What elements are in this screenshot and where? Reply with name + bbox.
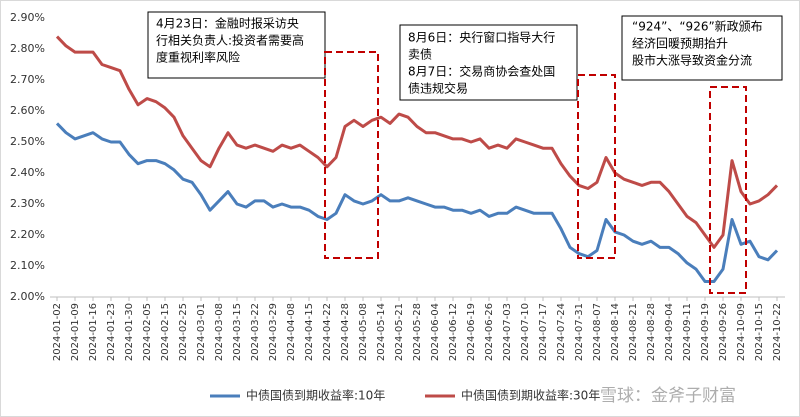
x-tick-label: 2024-01-09	[70, 303, 81, 361]
highlight-box	[709, 86, 747, 294]
x-tick-label: 2024-03-22	[250, 303, 261, 361]
x-tick-label: 2024-09-19	[700, 303, 711, 361]
x-tick-label: 2024-08-14	[610, 303, 621, 361]
y-tick-label: 2.90%	[10, 11, 45, 24]
x-tick-label: 2024-01-23	[106, 303, 117, 361]
x-tick-label: 2024-01-16	[88, 303, 99, 361]
x-tick-label: 2024-10-15	[754, 303, 765, 361]
x-tick-label: 2024-08-28	[646, 303, 657, 361]
x-tick-label: 2024-09-26	[718, 303, 729, 361]
y-tick-label: 2.60%	[10, 104, 45, 117]
x-tick-label: 2024-05-08	[358, 303, 369, 361]
x-tick-label: 2024-06-04	[430, 303, 441, 361]
x-tick-label: 2024-04-08	[286, 303, 297, 361]
x-tick-label: 2024-10-09	[736, 303, 747, 361]
x-tick-label: 2024-08-21	[628, 303, 639, 361]
highlight-box	[324, 51, 379, 259]
x-tick-label: 2024-03-15	[232, 303, 243, 361]
x-tick-label: 2024-05-21	[394, 303, 405, 361]
watermark: 雪球：金斧子财富	[600, 386, 736, 406]
x-tick-label: 2024-05-14	[376, 303, 387, 361]
annotation-text: 经济回暖预期抬升	[632, 36, 728, 51]
y-tick-label: 2.70%	[10, 73, 45, 86]
x-tick-label: 2024-06-26	[484, 303, 495, 361]
y-tick-label: 2.40%	[10, 166, 45, 179]
x-tick-label: 2024-04-22	[322, 303, 333, 361]
annotation-text: 度重视利率风险	[156, 50, 240, 65]
x-tick-label: 2024-07-10	[520, 303, 531, 361]
y-tick-label: 2.30%	[10, 197, 45, 210]
annotation-box	[621, 15, 783, 81]
y-tick-label: 2.00%	[10, 290, 45, 303]
annotation-text: 债违规交易	[408, 81, 468, 96]
y-tick-label: 2.10%	[10, 259, 45, 272]
series-line	[55, 122, 779, 283]
x-tick-label: 2024-02-15	[160, 303, 171, 361]
annotation-text: 卖债	[408, 48, 432, 62]
x-tick-label: 2024-02-05	[142, 303, 153, 361]
annotation-text: 行相关负责人:投资者需要高	[156, 33, 304, 48]
x-tick-label: 2024-07-03	[502, 303, 513, 361]
plot	[55, 35, 779, 283]
y-tick-label: 2.50%	[10, 135, 45, 148]
annotation-text: 4月23日：金融时报采访央	[156, 16, 299, 31]
x-tick-label: 2024-01-30	[124, 303, 135, 361]
series-line	[55, 35, 779, 249]
annotation-text: 股市大涨导致资金分流	[632, 53, 752, 68]
legend-label: 中债国债到期收益率:10年	[246, 388, 385, 403]
x-tick-label: 2024-09-11	[682, 303, 693, 361]
x-tick-label: 2024-04-15	[304, 303, 315, 361]
x-tick-label: 2024-07-17	[538, 303, 549, 361]
x-tick-label: 2024-05-28	[412, 303, 423, 361]
legend-label: 中债国债到期收益率:30年	[461, 388, 600, 403]
x-tick-label: 2024-06-19	[466, 303, 477, 361]
annotation-box	[147, 11, 326, 79]
annotation-text: 8月6日：央行窗口指导大行	[408, 30, 555, 45]
x-tick-label: 2024-03-08	[214, 303, 225, 361]
x-tick-label: 2024-09-04	[664, 303, 675, 361]
x-tick-label: 2024-04-28	[340, 303, 351, 361]
annotation-box	[399, 24, 578, 101]
x-tick-label: 2024-07-31	[574, 303, 585, 361]
annotation-text: 8月7日：交易商协会查处国	[408, 64, 555, 79]
y-tick-label: 2.20%	[10, 228, 45, 241]
x-tick-label: 2024-08-07	[592, 303, 603, 361]
x-tick-label: 2024-10-22	[772, 303, 783, 361]
x-tick-label: 2024-07-24	[556, 303, 567, 361]
x-tick-label: 2024-03-29	[268, 303, 279, 361]
x-tick-label: 2024-03-01	[196, 303, 207, 361]
annotation-text: “924”、“926”新政颁布	[632, 19, 763, 34]
x-tick-label: 2024-01-02	[52, 303, 63, 361]
x-tick-label: 2024-02-25	[178, 303, 189, 361]
x-tick-label: 2024-06-12	[448, 303, 459, 361]
y-tick-label: 2.80%	[10, 42, 45, 55]
